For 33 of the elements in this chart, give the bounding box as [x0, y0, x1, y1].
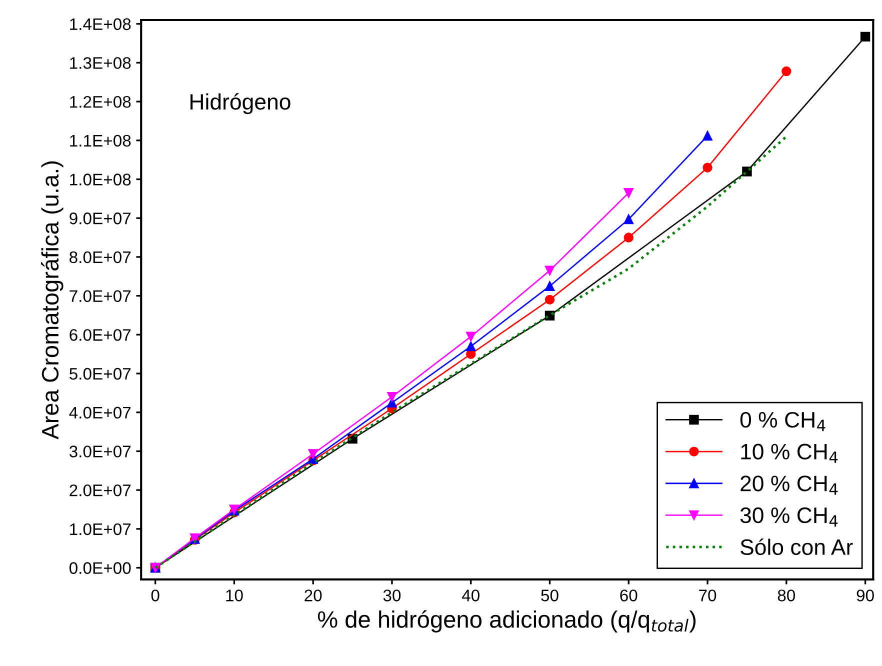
y-tick-label: 1.2E+08	[70, 96, 131, 108]
x-tick-label: 50	[541, 590, 558, 602]
y-tick-label: 0.0E+00	[69, 562, 131, 574]
y-tick-label: 1.3E+08	[70, 57, 131, 69]
x-tick-label: 20	[304, 590, 322, 602]
y-axis-title: Area Cromatográfica (u.a.)	[41, 161, 64, 440]
y-tick-label: 6.0E+07	[70, 329, 131, 341]
x-tick-label: 60	[620, 590, 638, 602]
x-tick-label: 40	[462, 590, 480, 602]
x-tick-label: 30	[383, 590, 401, 602]
legend-label: 0 % CH$_{4}$	[740, 412, 826, 432]
x-tick-label: 10	[226, 590, 243, 602]
y-tick-label: 7.0E+07	[70, 290, 131, 302]
x-tick-label: 90	[856, 590, 874, 602]
annotation: Hidrógeno	[190, 93, 290, 114]
y-tick-label: 1.0E+08	[70, 174, 131, 186]
x-tick-label: 80	[778, 590, 796, 602]
legend-label: 10 % CH$_{4}$	[741, 444, 838, 463]
y-tick-label: 3.0E+07	[69, 446, 131, 458]
legend-label: 30 % CH$_{4}$	[740, 507, 838, 527]
y-tick-label: 4.0E+07	[69, 406, 131, 419]
legend-label: 20 % CH$_{4}$	[740, 476, 838, 495]
y-tick-label: 8.0E+07	[70, 251, 131, 264]
y-tick-label: 9.0E+07	[70, 212, 131, 224]
y-tick-label: 5.0E+07	[70, 368, 131, 380]
y-tick-label: 1.1E+08	[70, 134, 131, 147]
y-tick-label: 2.0E+07	[70, 484, 131, 496]
y-tick-label: 1.4E+08	[70, 18, 131, 30]
x-tick-label: 70	[699, 590, 716, 602]
x-axis-title: % de hidrógeno adicionado (q/q$_{total}$)	[318, 610, 696, 633]
x-tick-label: 0	[151, 590, 160, 602]
legend-label: Sólo con Ar	[740, 538, 853, 556]
y-tick-label: 1.0E+07	[70, 523, 131, 536]
